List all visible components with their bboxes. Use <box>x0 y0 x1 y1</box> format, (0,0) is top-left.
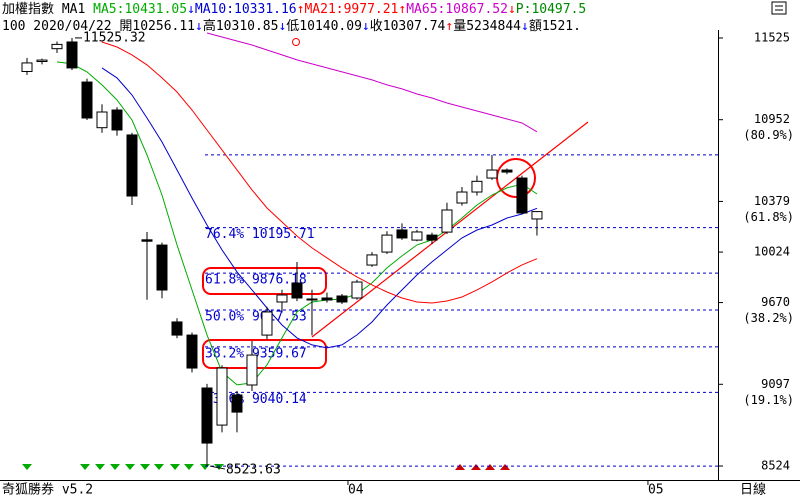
highlight-box <box>202 267 327 295</box>
candle-body <box>291 282 303 299</box>
header-segment: ↑ <box>398 2 406 17</box>
candle-body <box>81 81 93 119</box>
header-segment: ↓ <box>195 19 203 34</box>
header-line: 100 2020/04/22 開10256.11↓高10310.85↓低1014… <box>2 18 581 34</box>
candle-body <box>396 229 408 239</box>
footer-app: 奇狐勝券 v5.2 <box>2 482 93 498</box>
candle-body <box>261 311 273 336</box>
candle-body <box>486 169 498 179</box>
x-tick-label: 04 <box>348 483 364 498</box>
header-segment: 高10310.85 <box>203 18 279 34</box>
header-segment: MA65:10867.52 <box>406 2 508 17</box>
header-line: 加權指數 MA1 MA5:10431.05↓MA10:10331.16↑MA21… <box>2 2 586 17</box>
y-tick-label: 10952 <box>754 112 790 126</box>
candle-body <box>276 294 288 303</box>
candle-body <box>141 239 153 242</box>
header-segment: 100 2020/04/22 開10256.11 <box>2 19 195 34</box>
ma-line <box>56 61 538 386</box>
fib-label: 76.4% 10195.71 <box>205 227 315 242</box>
menu-icon[interactable] <box>771 1 787 15</box>
header-segment: P:10497.5 <box>516 2 586 17</box>
candle-body <box>171 321 183 336</box>
candle-body <box>126 134 138 197</box>
sell-signal <box>22 464 32 470</box>
x-tick-label: 05 <box>648 483 664 498</box>
header-segment: ↓ <box>508 2 516 17</box>
footer-period: 日線 <box>740 482 766 498</box>
header-segment: MA5:10431.05 <box>93 2 187 17</box>
ma-line <box>206 32 538 133</box>
header-segment: MA10:10331.16 <box>195 2 297 17</box>
candle-body <box>351 281 363 299</box>
candle-body <box>471 180 483 193</box>
candle-body <box>306 298 318 301</box>
header-segment: ↑ <box>297 2 305 17</box>
candle-body <box>96 111 108 129</box>
candle-body <box>21 62 33 72</box>
y-tick-label: 10379 <box>754 194 790 208</box>
ma-line <box>101 41 538 304</box>
header-segment: ↓ <box>362 19 370 34</box>
header-segment: 低10140.09 <box>286 19 362 34</box>
y-tick-label: 8524 <box>761 459 790 473</box>
fib-label: 61.8% 9876.18 <box>205 273 307 288</box>
header-segment: ↓ <box>187 2 195 17</box>
retracement-label: (19.1%) <box>743 393 794 407</box>
candle-body <box>426 234 438 241</box>
candle-body <box>231 394 243 413</box>
candle-body <box>321 297 333 301</box>
candle-body <box>36 59 48 63</box>
marker-circle <box>292 38 300 46</box>
retracement-label: (38.2%) <box>743 311 794 325</box>
y-tick-label: 11525 <box>754 30 790 44</box>
signal-markers <box>22 464 224 470</box>
candle-body <box>111 109 123 131</box>
fib-label: 23.6% 9040.14 <box>205 392 307 407</box>
candle-body <box>456 191 468 204</box>
candle-body <box>216 367 228 426</box>
candle-body <box>186 334 198 369</box>
header-segment: ↓ <box>521 19 529 34</box>
y-tick-label: 9670 <box>761 295 790 309</box>
y-tick-label: 10024 <box>754 245 790 259</box>
high-label: 11525.32 <box>83 30 146 45</box>
candle-body <box>336 295 348 303</box>
header-segment: ↑ <box>445 19 453 34</box>
candle-body <box>66 41 78 69</box>
candle-body <box>516 177 528 214</box>
header-segment: MA21:9977.21 <box>304 2 398 17</box>
low-label: 8523.63 <box>226 463 281 478</box>
low-pointer <box>209 465 226 470</box>
retracement-label: (61.8%) <box>743 210 794 224</box>
fib-label: 50.0% 9617.53 <box>205 310 307 325</box>
candle-body <box>441 209 453 233</box>
retracement-label: (80.9%) <box>743 128 794 142</box>
fib-label: 38.2% 9359.67 <box>205 346 307 361</box>
y-tick-label: 9097 <box>761 377 790 391</box>
candle-body <box>51 43 63 50</box>
header-segment: 收10307.74 <box>370 19 446 34</box>
candle-body <box>531 211 543 220</box>
header-segment: ↓ <box>278 19 286 34</box>
candle-body <box>366 254 378 266</box>
buy-signal <box>455 464 510 470</box>
candle-body <box>381 234 393 253</box>
sell-signal <box>80 464 224 470</box>
candle-body <box>156 244 168 291</box>
header-segment: 量5234844 <box>453 19 521 34</box>
ma-line <box>101 67 538 349</box>
candle-body <box>201 387 213 444</box>
candle-body <box>246 354 258 386</box>
candle-body <box>501 169 513 173</box>
header-segment: 加權指數 MA1 <box>2 2 93 17</box>
candle-body <box>411 231 423 241</box>
header-segment: 額1521. <box>529 19 581 34</box>
